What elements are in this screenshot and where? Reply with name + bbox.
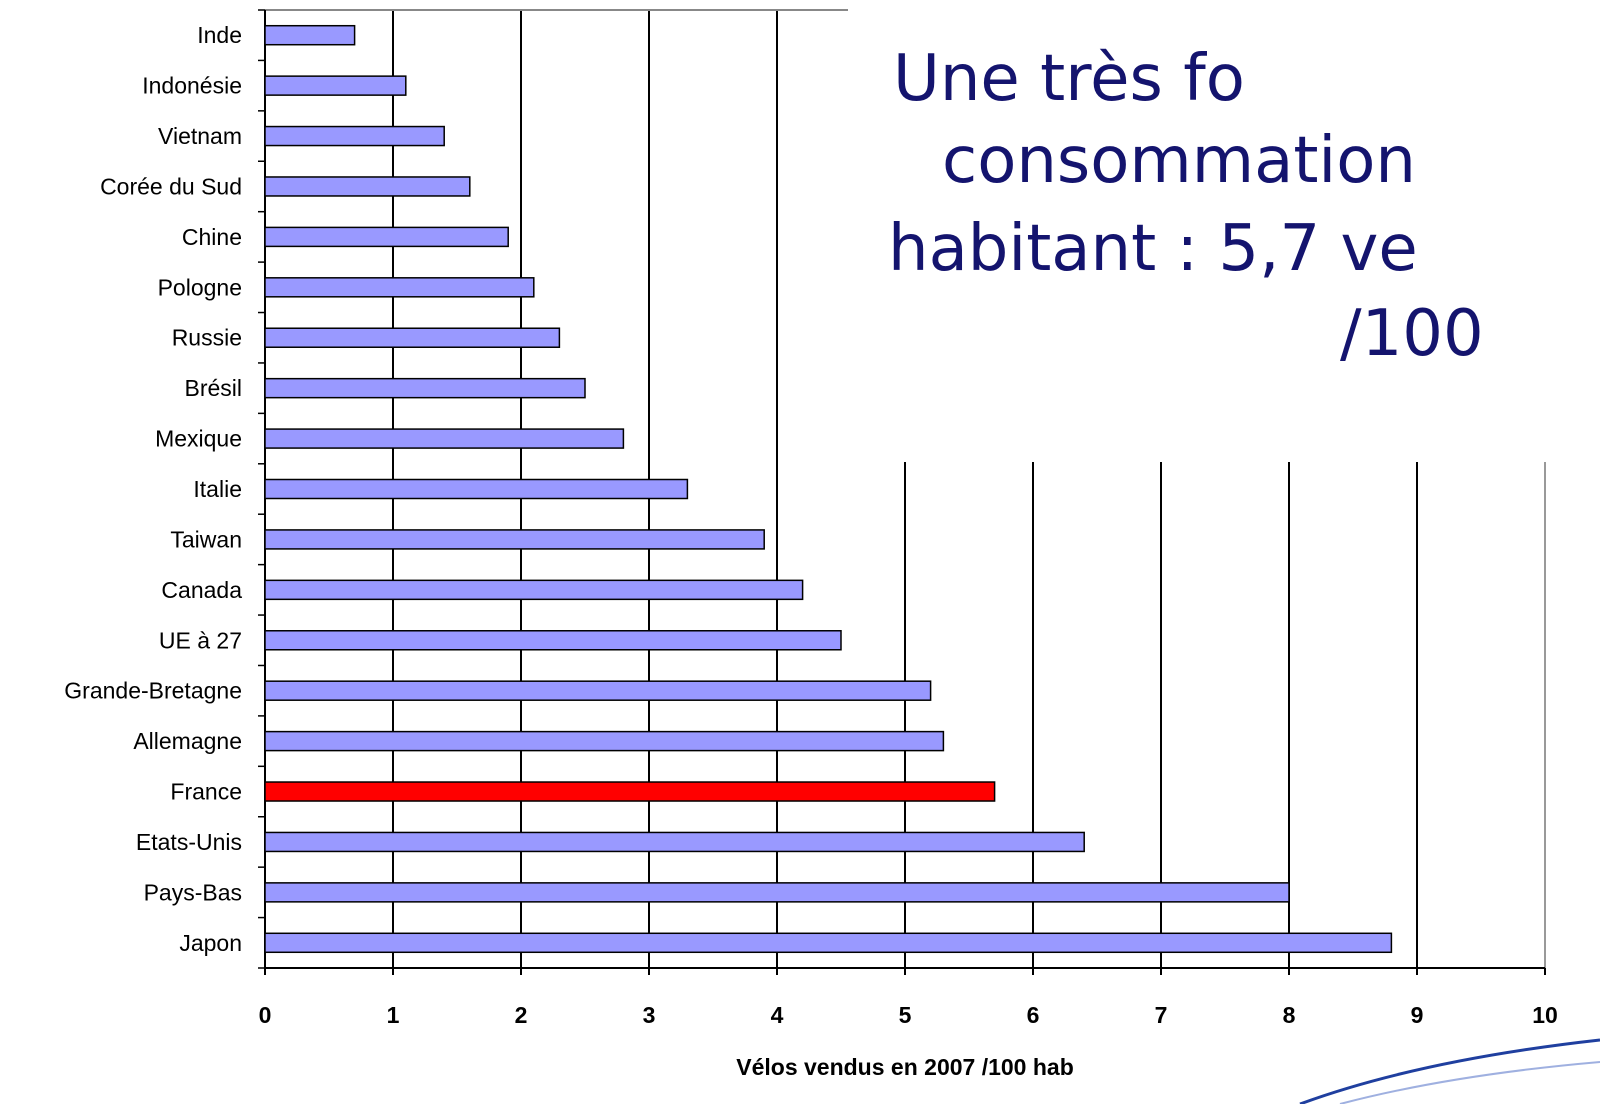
x-tick-label: 7 <box>1155 1002 1168 1028</box>
x-tick-label: 1 <box>387 1002 400 1028</box>
decor-swoosh <box>1299 1038 1600 1104</box>
bar <box>264 277 535 298</box>
y-tick-label: Canada <box>161 577 242 603</box>
bar <box>264 932 1393 954</box>
x-tick-label: 0 <box>259 1002 272 1028</box>
bar <box>264 680 932 701</box>
y-tick-label: UE à 27 <box>159 627 242 653</box>
title-line: Une très fo <box>893 42 1245 116</box>
x-tick-label: 5 <box>899 1002 912 1028</box>
y-tick-label: Japon <box>179 930 242 956</box>
x-tick-label: 3 <box>643 1002 656 1028</box>
y-tick-label: Russie <box>172 325 242 351</box>
y-tick-label: Inde <box>197 22 242 48</box>
y-tick-label: Taiwan <box>170 526 242 552</box>
x-tick-label: 6 <box>1027 1002 1040 1028</box>
y-tick-label: Chine <box>182 224 242 250</box>
y-tick-label: Vietnam <box>158 123 242 149</box>
bar <box>264 730 945 752</box>
y-tick-label: Indonésie <box>142 73 242 99</box>
bar <box>264 630 842 651</box>
y-tick-label: Mexique <box>155 426 242 452</box>
bar <box>264 831 1085 853</box>
bar <box>264 327 561 348</box>
bar <box>264 882 1290 903</box>
y-tick-label: Pologne <box>158 274 242 300</box>
y-tick-label: Italie <box>193 476 242 502</box>
x-tick-label: 2 <box>515 1002 528 1028</box>
x-tick-label: 4 <box>771 1002 784 1028</box>
title-line: habitant : 5,7 ve <box>888 212 1418 286</box>
title-background <box>850 0 1600 462</box>
bar <box>264 529 765 550</box>
y-tick-label: Brésil <box>184 375 242 401</box>
y-tick-label: Allemagne <box>133 728 242 754</box>
decor-swoosh <box>1339 1061 1600 1104</box>
bar <box>264 226 509 248</box>
bar <box>264 377 586 399</box>
bar <box>264 24 356 46</box>
y-tick-label: Grande-Bretagne <box>64 678 242 704</box>
title-line: consommation <box>942 124 1416 198</box>
x-tick-label: 8 <box>1283 1002 1296 1028</box>
bar <box>264 75 407 96</box>
bar <box>264 781 996 802</box>
y-tick-label: Corée du Sud <box>100 173 242 199</box>
bar <box>264 478 689 500</box>
bar <box>264 176 471 197</box>
y-tick-label: France <box>170 779 242 805</box>
y-tick-label: Etats-Unis <box>136 829 242 855</box>
x-axis-label: Vélos vendus en 2007 /100 hab <box>736 1054 1074 1080</box>
bar <box>264 125 445 147</box>
x-tick-label: 10 <box>1532 1002 1558 1028</box>
x-tick-label: 9 <box>1411 1002 1424 1028</box>
bar <box>264 428 625 449</box>
y-tick-label: Pays-Bas <box>144 879 242 905</box>
bar <box>264 579 804 601</box>
title-line: /100 <box>1340 297 1484 371</box>
